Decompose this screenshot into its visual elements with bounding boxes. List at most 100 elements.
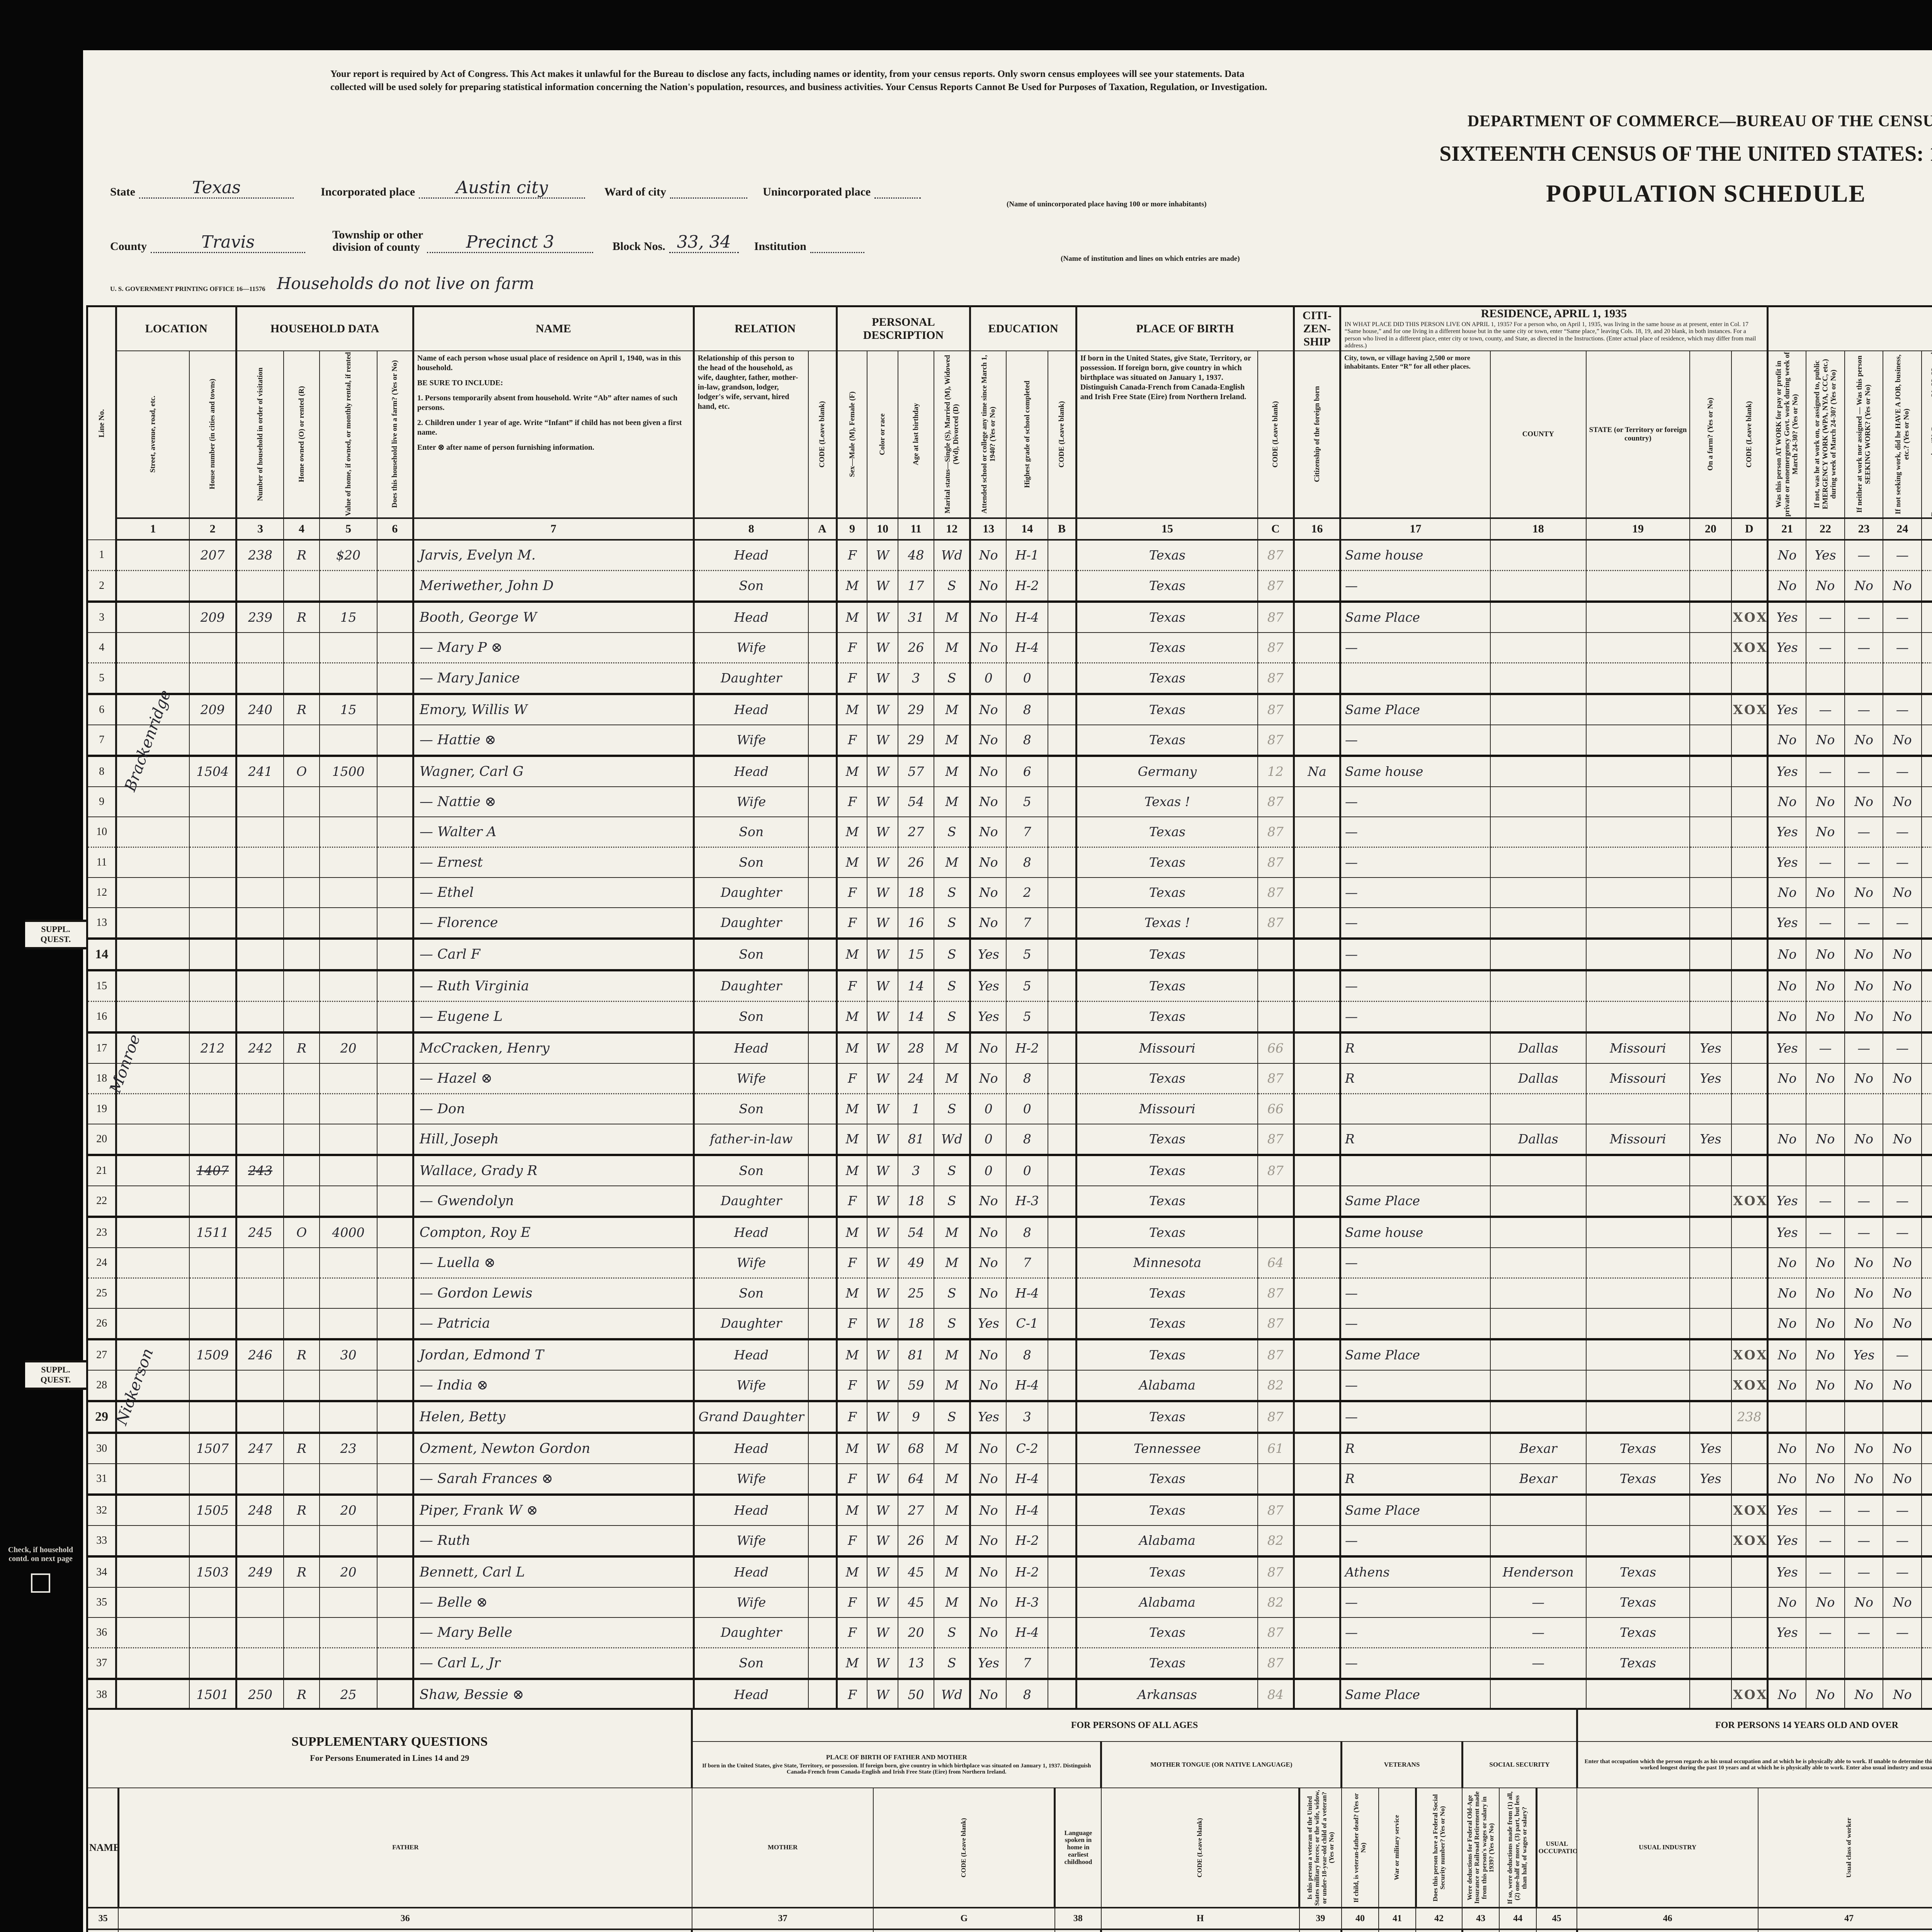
cell-e2: No <box>1806 1001 1845 1033</box>
cell-ln: 8 <box>87 754 117 787</box>
cell-n <box>235 1647 284 1679</box>
cell-e4 <box>1883 1400 1922 1433</box>
cell-e1: No <box>1767 1247 1807 1279</box>
cell-fmv <box>376 1617 414 1648</box>
schedule-row-2: 2 Meriwether, John D Son M W 17 S No H-2 Texas 87—… <box>87 570 1932 602</box>
cell-sx: M <box>835 1153 868 1186</box>
cell-e5: H <box>1921 1247 1932 1279</box>
cell-d <box>1731 969 1768 1002</box>
cell-ln: 33 <box>87 1525 117 1557</box>
cell-r8 <box>1490 907 1587 939</box>
cell-b <box>1048 847 1077 878</box>
cell-gr: H-2 <box>1006 570 1049 602</box>
cell-n: 242 <box>235 1031 284 1064</box>
cell-ci <box>1293 1277 1341 1309</box>
cell-gr: C-1 <box>1006 1308 1049 1340</box>
cell-sx: M <box>835 1001 868 1033</box>
cell-r8 <box>1490 724 1587 757</box>
cell-n <box>235 1247 284 1279</box>
cell-na: Hill, Joseph <box>412 1123 694 1155</box>
cell-re: Grand Daughter <box>692 1400 809 1433</box>
cell-n <box>235 724 284 757</box>
cell-ma: M <box>934 1463 971 1495</box>
supp-group-all-ages: FOR PERSONS OF ALL AGES <box>691 1708 1578 1742</box>
cell-sx: M <box>835 1647 868 1679</box>
cell-a <box>808 724 837 757</box>
cell-st <box>115 969 190 1002</box>
cell-e5 <box>1921 1093 1932 1124</box>
column-desc-e25: For persons answering “No” to quest. 21,… <box>1921 350 1932 519</box>
column-desc-val: Value of home, if owned, or monthly rent… <box>319 350 378 519</box>
cell-re: Daughter <box>692 877 809 908</box>
cell-bi: Alabama <box>1075 1525 1258 1557</box>
cell-e2: No <box>1806 1123 1845 1155</box>
cell-sc: No <box>969 1215 1007 1248</box>
cell-a <box>808 1063 837 1094</box>
cell-sc: 0 <box>969 662 1007 694</box>
cell-v <box>319 662 378 694</box>
cell-r8 <box>1490 969 1587 1002</box>
cell-c: 87 <box>1257 724 1294 757</box>
cell-na: — Mary P ⊗ <box>412 632 694 663</box>
cell-sc: No <box>969 1617 1007 1648</box>
cell-b <box>1048 1153 1077 1186</box>
cell-c: 64 <box>1257 1247 1294 1279</box>
cell-r7: Athens <box>1339 1555 1491 1588</box>
cell-sc: No <box>969 600 1007 633</box>
cell-e5 <box>1921 1617 1932 1648</box>
cell-e5: U <box>1921 1277 1932 1309</box>
cell-ra: W <box>867 754 898 787</box>
cell-gr: 5 <box>1006 1001 1049 1033</box>
cell-ci <box>1293 724 1341 757</box>
cell-e4: — <box>1883 1031 1922 1064</box>
column-number-13: 13 <box>969 517 1007 541</box>
header-titles: DEPARTMENT OF COMMERCE—BUREAU OF THE CEN… <box>1107 112 1932 208</box>
cell-e2 <box>1806 1093 1845 1124</box>
cell-r8 <box>1490 570 1587 602</box>
census-title: SIXTEENTH CENSUS OF THE UNITED STATES: 1… <box>1439 142 1932 166</box>
suppl-quest-tag-line29: SUPPL. QUEST. <box>25 1360 86 1390</box>
cell-b <box>1048 1063 1077 1094</box>
cell-r9 <box>1585 570 1690 602</box>
cell-e2: No <box>1806 570 1845 602</box>
cell-ra: W <box>867 1463 898 1495</box>
cell-ma: S <box>934 1647 971 1679</box>
cell-n <box>235 1277 284 1309</box>
cell-d: XOXO <box>1731 600 1768 633</box>
cell-bi: Texas <box>1075 877 1258 908</box>
cell-v <box>319 1153 378 1186</box>
cell-r7: — <box>1339 969 1491 1002</box>
cell-ra: W <box>867 1247 898 1279</box>
cell-r9 <box>1585 1185 1690 1218</box>
schedule-row-11: 11— ErnestSonMW26MNo8Texas87—Yes———54Lab… <box>87 847 1932 878</box>
group-header: PLACE OF BIRTH <box>1075 306 1294 351</box>
cell-re: Head <box>692 1555 809 1588</box>
cell-e2: — <box>1806 1617 1845 1648</box>
schedule-row-9: 9— Nattie ⊗ Wife F W 54 M No 5 Texas ! 87— No No No N… <box>87 786 1932 817</box>
cell-re: Head <box>692 1031 809 1064</box>
cell-bi: Texas <box>1075 1617 1258 1648</box>
ward-label: Ward of city <box>604 185 667 198</box>
cell-e1: Yes <box>1767 907 1807 939</box>
cell-a <box>808 1493 837 1526</box>
supp-desc: If child, is veteran-father dead? (Yes o… <box>1341 1787 1379 1908</box>
cell-ra: W <box>867 1525 898 1557</box>
supp-desc: War or military service <box>1378 1787 1417 1908</box>
schedule-row-10: 10— Walter ASonMW27SNo7Texas87—YesNo——54… <box>87 816 1932 848</box>
cell-ag: 68 <box>897 1431 935 1464</box>
cell-r0 <box>1689 1677 1732 1710</box>
cell-st <box>115 877 190 908</box>
cell-ci <box>1293 1063 1341 1094</box>
cell-ra: W <box>867 1587 898 1618</box>
cell-ag: 31 <box>897 600 935 633</box>
cell-bi: Germany <box>1075 754 1258 787</box>
cell-e5 <box>1921 1338 1932 1371</box>
cell-b <box>1048 662 1077 694</box>
cell-na: Emory, Willis W <box>412 692 694 725</box>
supp-desc: CODE (Leave blank) <box>1100 1787 1300 1908</box>
cell-r9 <box>1585 724 1690 757</box>
cell-ra: W <box>867 1369 898 1402</box>
cell-gr: H-4 <box>1006 1369 1049 1402</box>
cell-b <box>1048 1277 1077 1309</box>
cell-sx: M <box>835 1277 868 1309</box>
